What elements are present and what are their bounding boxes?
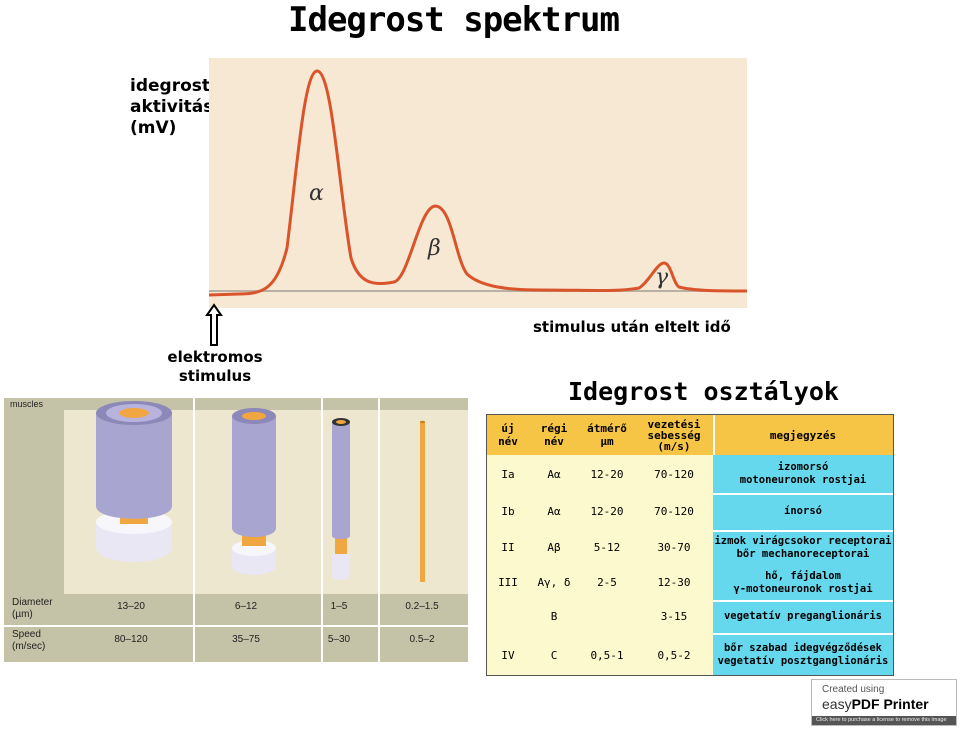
fiber-diameter-value: 0.2–1.5 — [405, 601, 439, 612]
cell-new-name — [487, 600, 529, 633]
cell-old-name: Aβ — [547, 541, 561, 554]
cell-diameter: 0,5-1 — [590, 648, 624, 662]
y-label-line: (mV) — [130, 118, 177, 138]
cell-diameter — [579, 600, 635, 633]
cell-old-name: C — [550, 648, 558, 662]
page-title: Idegrost spektrum — [288, 0, 620, 40]
cell-new-name: Ia — [501, 467, 515, 481]
cell-diameter: 5-12 — [593, 541, 621, 554]
fiber-diameter-unit: (µm) — [12, 609, 33, 620]
cell-speed: 3-15 — [660, 610, 688, 623]
cell-speed: 70-120 — [654, 505, 694, 518]
cell-new-name: Ib — [501, 505, 515, 518]
fiber-large — [96, 401, 172, 562]
fiber-unmyelinated — [420, 420, 425, 582]
header-speed: vezetési sebesség (m/s) — [647, 417, 701, 453]
cell-note: hő, fájdalom γ-motoneuronok rostjai — [733, 569, 873, 595]
fiber-muscles-label: muscles — [10, 399, 44, 409]
fiber-speed-label: Speed — [12, 629, 41, 640]
cell-speed: 12-30 — [657, 576, 691, 589]
stimulus-arrow-icon — [205, 303, 223, 346]
notes-header-background — [713, 415, 893, 455]
cell-diameter: 2-5 — [597, 576, 617, 589]
fiber-diagram: muscles Diameter (µm) Speed (m/sec) 13–2… — [4, 398, 468, 662]
peak-label-beta: β — [427, 236, 441, 261]
table-grid-line — [713, 530, 893, 532]
spectrum-y-label: idegrost aktivitás (mV) — [130, 76, 213, 139]
watermark-line: Created using — [822, 684, 885, 695]
watermark-purchase-link[interactable]: Click here to purchase a license to remo… — [812, 716, 956, 725]
cell-speed: 30-70 — [657, 541, 691, 554]
cell-note: izomorsó motoneuronok rostjai — [739, 461, 867, 486]
cell-note: izmok virágcsokor receptorai bőr mechanor… — [714, 534, 892, 560]
cell-old-name: B — [550, 610, 558, 623]
header-old-name: régi név — [540, 422, 568, 448]
cell-diameter: 12-20 — [590, 505, 624, 518]
table-grid-line — [713, 633, 893, 635]
stimulus-label-line: stimulus — [178, 367, 252, 385]
fiber-header-strip — [4, 398, 468, 410]
cell-old-name: Aγ, δ — [537, 576, 571, 589]
header-notes: megjegyzés — [769, 428, 837, 442]
cell-old-name: Aα — [547, 505, 561, 518]
table-grid-line — [713, 600, 893, 602]
fiber-diameter-label: Diameter — [12, 597, 53, 608]
watermark-brand: easyPDF Printer — [822, 696, 929, 712]
header-new-name: új név — [498, 422, 518, 448]
stimulus-label-line: elektromos — [167, 348, 263, 366]
table-grid-line — [713, 493, 893, 495]
fiber-diameter-value: 6–12 — [235, 601, 258, 612]
cell-speed: 70-120 — [654, 467, 694, 481]
cell-note: ínorsó — [784, 505, 822, 517]
fiber-diameter-value: 1–5 — [331, 601, 348, 612]
fiber-diameter-value: 13–20 — [117, 601, 145, 612]
classes-title: Idegrost osztályok — [568, 377, 839, 406]
header-diameter: átmérő µm — [587, 422, 627, 448]
fiber-speed-unit: (m/sec) — [12, 641, 45, 652]
cell-new-name: III — [498, 576, 518, 589]
fiber-small — [332, 418, 350, 580]
spectrum-x-label: stimulus után eltelt idő — [533, 318, 731, 336]
spectrum-curve — [209, 69, 747, 297]
cell-speed: 0,5-2 — [657, 648, 691, 662]
fiber-classes-table: új név régi név átmérő µm vezetési sebesség(… — [486, 414, 894, 676]
peak-label-gamma: γ — [655, 265, 669, 290]
notes-column-background — [713, 455, 893, 675]
fiber-footer-strip — [4, 594, 468, 662]
fiber-speed-value: 0.5–2 — [409, 634, 434, 645]
cell-note: vegetatív preganglionáris — [723, 610, 883, 622]
spectrum-plot: α β γ — [209, 58, 747, 308]
fiber-speed-value: 80–120 — [114, 634, 148, 645]
y-label-line: idegrost — [130, 76, 211, 96]
stimulus-label: elektromos stimulus — [165, 348, 265, 386]
cell-note: bőr szabad idegvégződések vegetatív poszt… — [717, 642, 889, 667]
fiber-speed-value: 35–75 — [232, 634, 260, 645]
peak-label-alpha: α — [309, 181, 324, 206]
y-label-line: aktivitás — [130, 97, 214, 117]
cell-diameter: 12-20 — [590, 467, 624, 481]
fiber-speed-value: 5–30 — [328, 634, 351, 645]
fiber-medium — [232, 408, 276, 575]
watermark-badge[interactable]: Created using easyPDF Printer Click here… — [811, 679, 957, 726]
cell-new-name: IV — [501, 648, 515, 662]
cell-old-name: Aα — [547, 467, 561, 481]
cell-new-name: II — [501, 541, 515, 554]
